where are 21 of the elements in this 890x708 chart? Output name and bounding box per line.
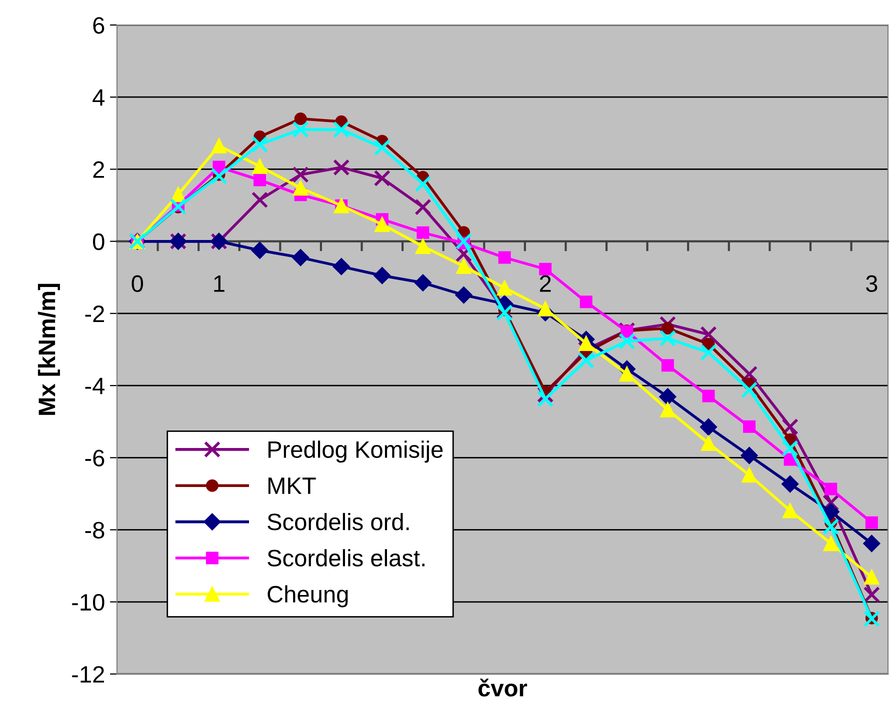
y-tick-label: -4: [85, 378, 105, 394]
legend-label: MKT: [268, 478, 316, 494]
x-axis-title: čvor: [478, 678, 528, 697]
x-tick-label: 3: [866, 275, 878, 292]
legend-label: Scordelis elast.: [268, 549, 424, 566]
x-tick-label: 1: [214, 276, 224, 292]
x-tick-label: 0: [132, 275, 144, 292]
y-tick-label: 2: [93, 161, 104, 178]
legend-label: Scordelis ord.: [268, 512, 409, 530]
y-tick-label: 0: [92, 233, 104, 250]
y-tick-label: -10: [72, 594, 104, 611]
y-tick-label: -8: [85, 522, 104, 539]
legend-label: Cheung: [268, 585, 348, 608]
y-tick-label: -6: [85, 450, 104, 466]
y-axis-title: Mx [kNm/m]: [38, 284, 60, 415]
y-tick-label: 6: [93, 17, 104, 34]
legend-label: Predlog Komisije: [268, 440, 443, 463]
y-tick-label: 4: [92, 89, 105, 106]
x-tick-label: 2: [540, 275, 551, 292]
y-tick-label: -2: [85, 306, 104, 322]
y-tick-label: -12: [72, 666, 104, 683]
